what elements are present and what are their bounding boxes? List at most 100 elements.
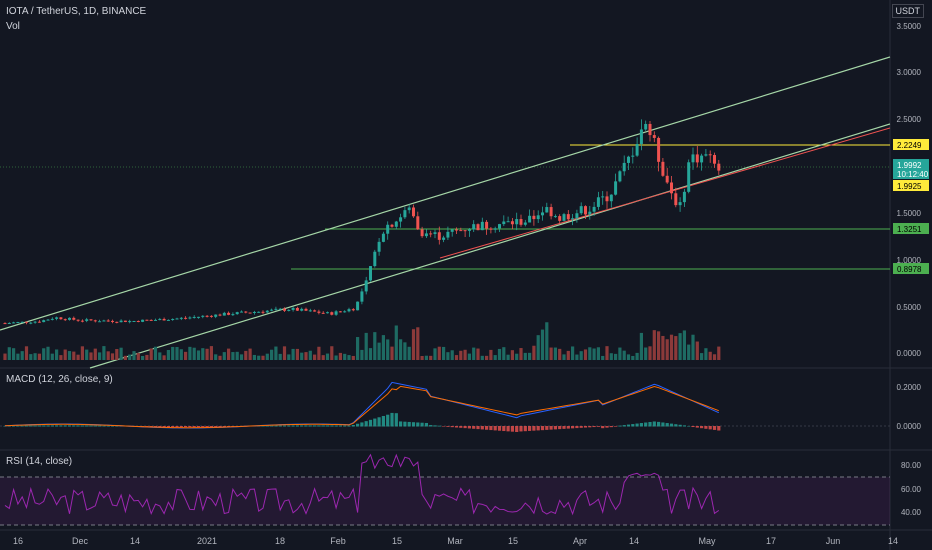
time-axis-label: 14 <box>629 536 639 546</box>
macd-histogram-bar <box>308 425 312 427</box>
time-axis-label: 14 <box>130 536 140 546</box>
volume-bar <box>63 349 67 360</box>
volume-bar <box>89 352 93 360</box>
macd-histogram-bar <box>614 426 618 427</box>
macd-histogram-bar <box>618 425 622 427</box>
candle-body <box>218 314 222 316</box>
candle-body <box>536 215 540 220</box>
macd-histogram-bar <box>639 423 643 427</box>
volume-bar <box>218 355 222 360</box>
candle-body <box>111 320 114 322</box>
candle-body <box>102 320 106 322</box>
macd-histogram-bar <box>356 423 360 427</box>
price-label: 0.8978 <box>897 265 922 274</box>
macd-histogram-bar <box>485 426 489 430</box>
macd-histogram-bar <box>364 421 368 427</box>
volume-bar <box>588 347 592 360</box>
candle-body <box>175 318 179 320</box>
macd-histogram-bar <box>609 426 613 428</box>
volume-bar <box>476 348 480 360</box>
macd-histogram-bar <box>476 426 480 430</box>
macd-histogram-bar <box>196 426 201 428</box>
candle-body <box>205 315 209 317</box>
macd-histogram-bar <box>214 426 218 427</box>
candle-body <box>596 197 600 207</box>
macd-histogram-bar <box>313 425 317 427</box>
candle-body <box>515 219 519 225</box>
macd-histogram-bar <box>420 422 424 427</box>
candle-body <box>429 233 433 235</box>
price-tick: 0.0000 <box>897 349 922 358</box>
candle-body <box>639 129 643 145</box>
candle-body <box>283 308 286 311</box>
volume-bar <box>347 355 351 360</box>
candle-body <box>300 308 304 311</box>
volume-bar <box>626 354 631 360</box>
volume-bar <box>373 332 377 360</box>
macd-histogram-bar <box>334 425 338 427</box>
candle-body <box>42 320 46 323</box>
volume-bar <box>579 351 583 360</box>
candle-body <box>480 221 484 231</box>
macd-histogram-bar <box>519 426 523 432</box>
macd-histogram-bar <box>257 425 261 427</box>
candle-body <box>674 193 678 206</box>
volume-bar <box>257 355 261 360</box>
macd-histogram-bar <box>605 426 609 428</box>
macd-histogram-bar <box>80 425 84 427</box>
volume-bar <box>493 355 497 360</box>
macd-histogram-bar <box>192 426 196 428</box>
volume-bar <box>644 347 648 360</box>
volume-bar <box>106 351 110 360</box>
volume-bar <box>708 351 712 360</box>
volume-bar <box>261 355 265 360</box>
macd-histogram-bar <box>33 425 37 427</box>
candle-body <box>519 219 523 225</box>
volume-bar <box>222 352 226 360</box>
macd-histogram-bar <box>454 426 459 428</box>
macd-histogram-bar <box>270 425 274 427</box>
currency-badge[interactable]: USDT <box>891 4 924 18</box>
candle-body <box>678 202 682 206</box>
macd-histogram-bar <box>42 425 46 427</box>
volume-bar <box>313 354 317 360</box>
macd-histogram-bar <box>166 426 170 428</box>
volume-bar <box>592 348 596 360</box>
volume-bar <box>635 352 639 360</box>
volume-bar <box>67 351 72 360</box>
macd-histogram-bar <box>175 426 179 428</box>
macd-histogram-bar <box>523 426 527 432</box>
volume-bar <box>343 353 347 360</box>
macd-histogram-bar <box>85 425 89 427</box>
volume-bar <box>536 335 540 360</box>
macd-histogram-bar <box>515 426 519 433</box>
macd-histogram-bar <box>661 422 665 427</box>
channel-lower-line <box>89 123 891 369</box>
time-axis-label: 15 <box>508 536 518 546</box>
candle-body <box>648 123 652 136</box>
candle-body <box>119 320 123 323</box>
macd-histogram-bar <box>282 425 287 427</box>
volume-bar <box>532 345 536 360</box>
price-label-box <box>893 180 929 191</box>
macd-histogram-bar <box>381 415 385 427</box>
candle-body <box>704 154 708 156</box>
candle-body <box>381 233 385 242</box>
candle-body <box>201 315 205 317</box>
volume-bar <box>674 336 678 360</box>
volume-bar <box>648 346 652 360</box>
candle-body <box>33 321 37 323</box>
macd-histogram-bar <box>403 421 407 427</box>
macd-histogram-bar <box>347 425 351 427</box>
candle-body <box>188 317 192 319</box>
volume-bar <box>381 335 385 360</box>
macd-histogram-bar <box>540 426 545 431</box>
candle-body <box>442 237 446 240</box>
macd-histogram-bar <box>674 424 678 427</box>
macd-histogram-bar <box>89 425 93 427</box>
price-tick: 3.0000 <box>897 68 922 77</box>
candle-body <box>308 310 312 312</box>
candle-body <box>287 309 291 311</box>
volume-bar <box>179 349 183 360</box>
